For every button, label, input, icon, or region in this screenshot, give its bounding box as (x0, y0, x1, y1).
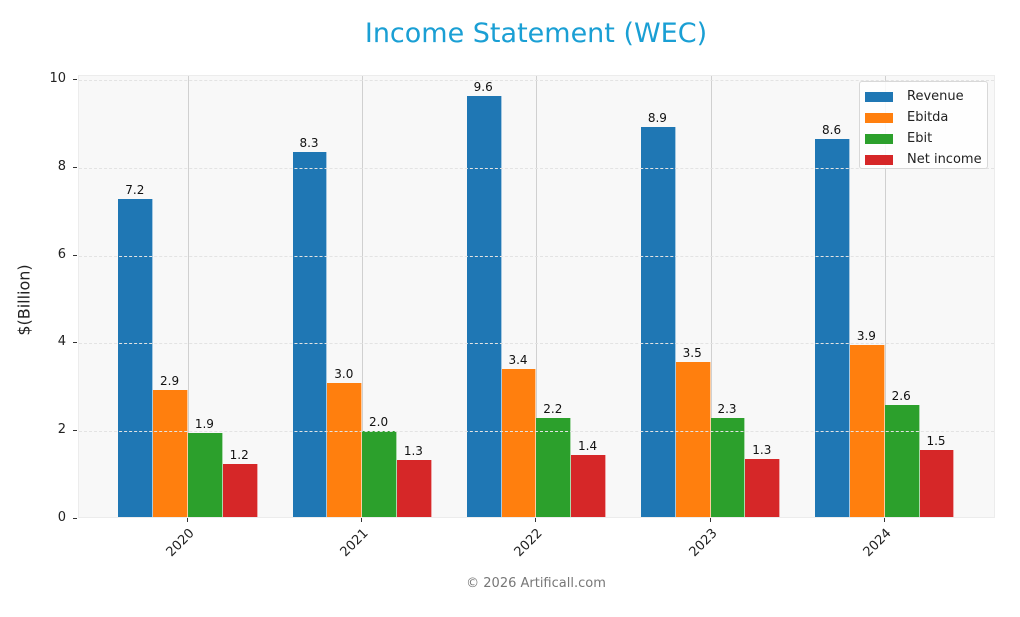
bar-value-label: 1.5 (926, 433, 946, 448)
bar-revenue-2020 (118, 198, 154, 517)
bar-ebit-2020 (188, 432, 223, 517)
x-tick-mark (187, 518, 188, 522)
x-tick-mark (883, 518, 885, 522)
x-tick-mark (361, 518, 363, 522)
legend-label: Ebitda (907, 110, 949, 125)
y-tick-label: 6 (57, 246, 66, 262)
bar-ebitda-2024 (850, 344, 885, 517)
legend-item-ebitda: Ebitda (860, 107, 987, 128)
bar-value-label: 3.0 (334, 367, 354, 382)
bar-value-label: 2.2 (543, 401, 563, 416)
y-tick-mark (73, 430, 77, 432)
bar-revenue-2022 (466, 95, 502, 517)
bar-ebit-2024 (884, 404, 920, 517)
bar-value-label: 1.3 (403, 443, 423, 458)
bar-value-label: 1.4 (578, 439, 598, 454)
y-tick-mark (73, 254, 77, 256)
y-tick-label: 2 (57, 422, 66, 438)
y-tick-mark (73, 342, 77, 344)
y-tick-mark (73, 518, 77, 519)
copyright-footer: © 2026 Artificall.com (466, 576, 606, 591)
bar-revenue-2024 (815, 139, 850, 517)
legend-swatch-ebit (865, 133, 893, 144)
vertical-gridline (188, 76, 189, 517)
gridline (79, 80, 994, 81)
bar-net-income-2020 (222, 464, 258, 517)
bar-ebit-2023 (710, 417, 746, 517)
bar-net-income-2023 (745, 458, 781, 517)
legend-item-ebit: Ebit (860, 128, 987, 149)
x-tick-label: 2023 (686, 526, 721, 561)
legend-label: Revenue (907, 89, 964, 104)
y-tick-label: 4 (57, 334, 66, 350)
x-tick-label: 2022 (511, 526, 546, 561)
bar-value-label: 8.9 (647, 110, 667, 125)
bar-revenue-2021 (292, 151, 328, 517)
legend-item-net-income: Net income (860, 149, 987, 170)
vertical-gridline (362, 76, 364, 517)
bar-ebitda-2021 (327, 383, 363, 517)
bar-value-label: 1.9 (194, 416, 214, 431)
bar-ebitda-2023 (675, 361, 711, 517)
gridline (79, 431, 994, 433)
bar-net-income-2024 (919, 449, 955, 517)
bar-value-label: 8.6 (822, 123, 842, 138)
bar-value-label: 9.6 (473, 79, 493, 94)
bar-value-label: 3.9 (856, 328, 876, 343)
bar-net-income-2022 (571, 455, 606, 517)
legend-item-revenue: Revenue (860, 86, 987, 107)
y-tick-label: 10 (49, 71, 66, 86)
vertical-gridline (710, 76, 712, 517)
legend-swatch-revenue (865, 91, 893, 102)
y-tick-label: 0 (57, 510, 66, 525)
bar-ebit-2021 (362, 430, 397, 517)
legend: Revenue Ebitda Ebit Net income (859, 81, 988, 169)
x-tick-label: 2020 (163, 526, 198, 561)
bar-value-label: 7.2 (125, 182, 145, 197)
x-tick-label: 2024 (860, 526, 895, 561)
bar-value-label: 1.3 (752, 442, 772, 457)
x-tick-mark (709, 518, 711, 522)
x-tick-label: 2021 (337, 526, 372, 561)
gridline (79, 255, 994, 257)
bar-revenue-2023 (641, 126, 676, 517)
bar-value-label: 2.0 (369, 414, 389, 429)
bar-value-label: 3.4 (508, 353, 528, 368)
bar-ebit-2022 (536, 417, 572, 517)
chart-title: Income Statement (WEC) (364, 18, 708, 49)
vertical-gridline (884, 76, 886, 517)
bar-value-label: 1.2 (229, 448, 249, 463)
vertical-gridline (536, 76, 538, 517)
legend-label: Ebit (907, 131, 933, 146)
x-tick-mark (535, 518, 537, 522)
legend-swatch-net-income (865, 154, 893, 165)
bar-value-label: 3.5 (682, 345, 702, 360)
bar-value-label: 2.6 (891, 388, 911, 403)
gridline (79, 167, 994, 169)
legend-label: Net income (907, 152, 982, 167)
bar-net-income-2021 (397, 459, 432, 517)
gridline (79, 343, 994, 345)
y-tick-mark (73, 166, 77, 168)
legend-swatch-ebitda (865, 112, 893, 123)
y-tick-label: 8 (57, 158, 66, 174)
bar-value-label: 8.3 (299, 135, 319, 150)
y-tick-mark (73, 79, 77, 80)
y-axis-label: $(Billion) (14, 264, 34, 336)
bar-value-label: 2.3 (717, 401, 737, 416)
bar-ebitda-2020 (153, 389, 188, 517)
plot-area (78, 75, 995, 518)
bar-ebitda-2022 (501, 369, 537, 517)
bar-value-label: 2.9 (160, 373, 180, 388)
